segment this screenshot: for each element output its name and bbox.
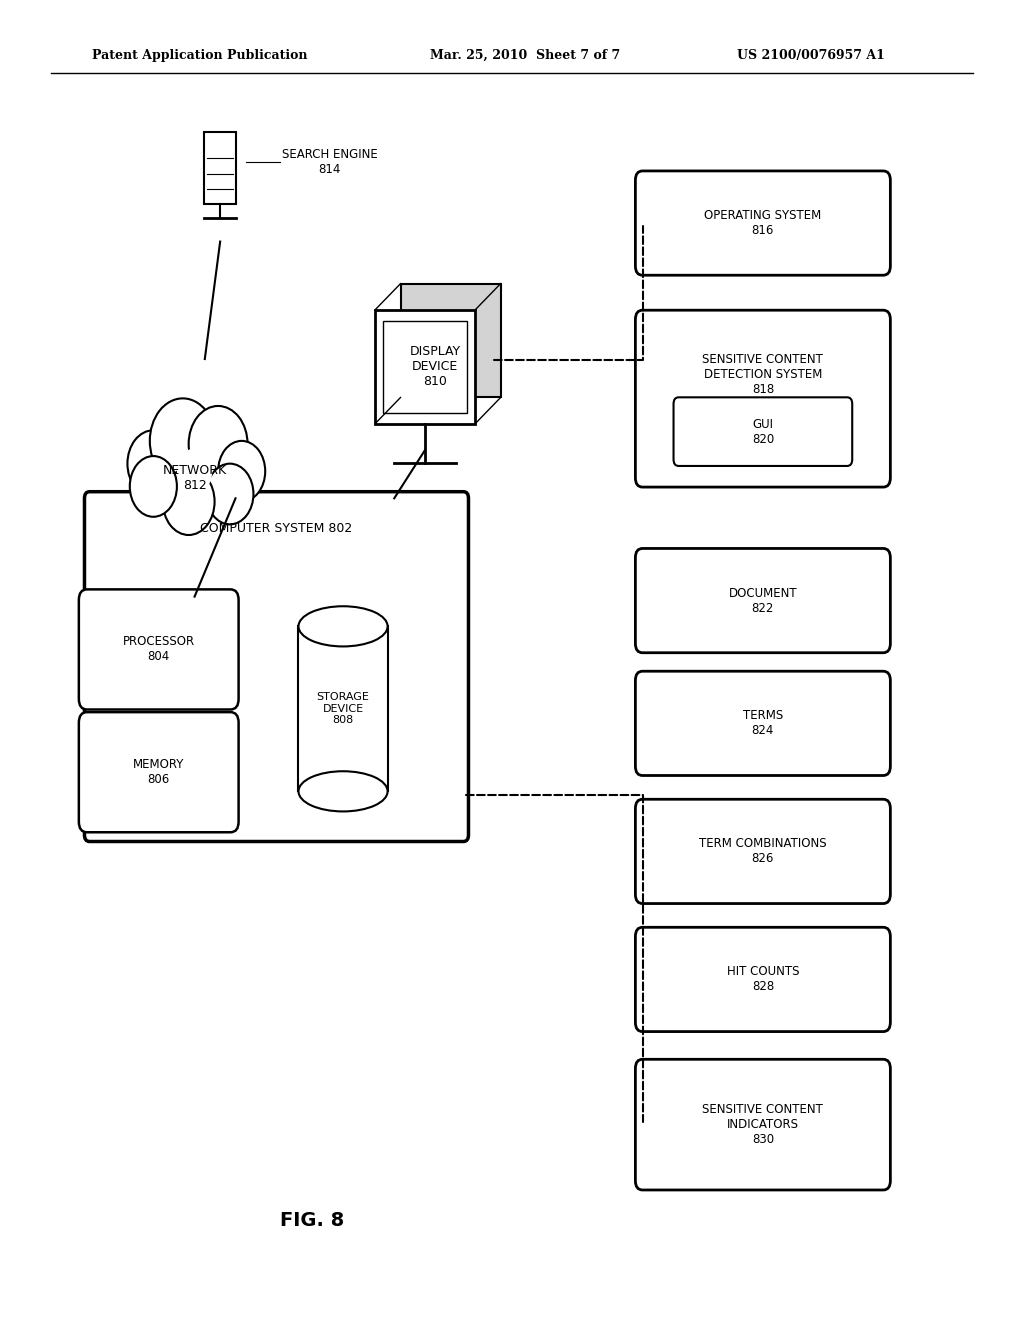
FancyBboxPatch shape [79,713,239,833]
FancyBboxPatch shape [635,172,890,276]
Circle shape [130,455,177,516]
FancyBboxPatch shape [674,397,852,466]
FancyBboxPatch shape [635,549,890,652]
FancyBboxPatch shape [635,671,890,776]
Text: FIG. 8: FIG. 8 [281,1212,344,1230]
Text: NETWORK
812: NETWORK 812 [163,463,226,492]
FancyBboxPatch shape [635,927,890,1032]
Ellipse shape [299,606,387,647]
Circle shape [207,463,254,524]
Text: GUI
820: GUI 820 [752,417,774,446]
Bar [299,626,388,791]
Circle shape [163,469,215,535]
Polygon shape [375,310,475,424]
Text: MEMORY
806: MEMORY 806 [133,758,184,787]
Text: SENSITIVE CONTENT
INDICATORS
830: SENSITIVE CONTENT INDICATORS 830 [702,1104,823,1146]
Circle shape [177,449,212,494]
Text: SENSITIVE CONTENT
DETECTION SYSTEM
818: SENSITIVE CONTENT DETECTION SYSTEM 818 [702,354,823,396]
FancyBboxPatch shape [635,799,890,903]
Ellipse shape [299,771,387,812]
FancyBboxPatch shape [79,589,239,710]
Text: TERMS
824: TERMS 824 [742,709,783,738]
FancyBboxPatch shape [635,310,890,487]
Text: TERM COMBINATIONS
826: TERM COMBINATIONS 826 [699,837,826,866]
FancyBboxPatch shape [85,492,469,842]
FancyBboxPatch shape [635,1059,890,1191]
Circle shape [150,399,216,483]
Circle shape [127,430,179,498]
Polygon shape [400,284,501,397]
Text: COMPUTER SYSTEM 802: COMPUTER SYSTEM 802 [201,521,352,535]
Circle shape [188,407,248,482]
Text: PROCESSOR
804: PROCESSOR 804 [123,635,195,664]
Bar [204,132,237,203]
Text: OPERATING SYSTEM
816: OPERATING SYSTEM 816 [705,209,821,238]
Text: DISPLAY
DEVICE
810: DISPLAY DEVICE 810 [410,346,461,388]
Text: US 2100/0076957 A1: US 2100/0076957 A1 [737,49,885,62]
Text: SEARCH ENGINE
814: SEARCH ENGINE 814 [282,148,378,177]
Text: STORAGE
DEVICE
808: STORAGE DEVICE 808 [316,692,370,726]
Text: Mar. 25, 2010  Sheet 7 of 7: Mar. 25, 2010 Sheet 7 of 7 [430,49,621,62]
Bar [383,321,467,413]
Text: DOCUMENT
822: DOCUMENT 822 [728,586,798,615]
Circle shape [218,441,265,502]
Text: HIT COUNTS
828: HIT COUNTS 828 [727,965,799,994]
Text: Patent Application Publication: Patent Application Publication [92,49,307,62]
